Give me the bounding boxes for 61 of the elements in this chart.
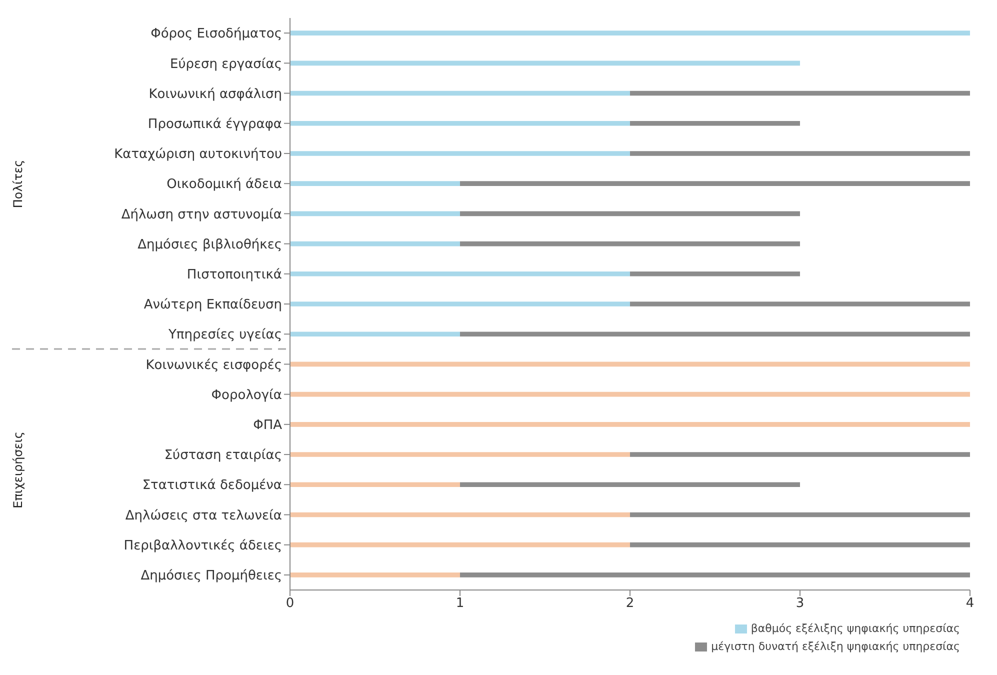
y-tick-label: Καταχώριση αυτοκινήτου xyxy=(114,147,282,162)
text: Πολίτες xyxy=(10,158,26,210)
y-tick-label: Δήλωση στην αστυνομία xyxy=(121,207,282,222)
bar xyxy=(290,181,460,186)
x-tick-label: 2 xyxy=(626,596,634,612)
bar xyxy=(460,241,800,246)
bar xyxy=(290,241,460,246)
y-tick-label: Δημόσιες βιβλιοθήκες xyxy=(138,237,282,252)
bar xyxy=(630,151,970,156)
bar xyxy=(460,211,800,216)
y-tick-label: Οικοδομική άδεια xyxy=(166,177,282,192)
bar xyxy=(290,120,630,126)
y-tick-label: Ανώτερη Εκπαίδευση xyxy=(144,298,282,313)
bar xyxy=(630,90,970,96)
bar xyxy=(290,572,460,578)
bar xyxy=(290,302,630,306)
bar xyxy=(630,512,970,518)
y-tick-label: Δημόσιες Προμήθειες xyxy=(140,568,282,584)
x-tick-label: 3 xyxy=(796,596,804,612)
bar xyxy=(290,332,460,337)
bar xyxy=(290,30,970,36)
legend-label: μέγιστη δυνατή εξέλιξη ψηφιακής υπηρεσίας xyxy=(711,640,960,653)
bar xyxy=(290,392,970,397)
y-tick-label: ΦΠΑ xyxy=(253,418,282,434)
bar xyxy=(630,302,970,306)
bar xyxy=(630,542,970,548)
y-tick-label: Φόρος Εισοδήματος xyxy=(150,26,282,42)
bar xyxy=(290,512,630,518)
y-tick-label: Δηλώσεις στα τελωνεία xyxy=(125,508,282,524)
x-tick-label: 4 xyxy=(966,596,974,612)
bar xyxy=(290,362,970,367)
text: Επιχειρήσεις xyxy=(10,430,26,510)
bar xyxy=(460,181,970,186)
y-tick-label: Κοινωνική ασφάλιση xyxy=(148,86,282,102)
y-tick-label: Υπηρεσίες υγείας xyxy=(167,328,282,343)
bar xyxy=(460,332,970,337)
y-tick-label: Σύσταση εταιρίας xyxy=(164,448,282,464)
bar xyxy=(460,482,800,488)
bar xyxy=(290,90,630,96)
bar xyxy=(290,452,630,457)
y-tick-label: Πιστοποιητικά xyxy=(186,268,282,283)
bar xyxy=(290,271,630,276)
bar xyxy=(290,151,630,156)
x-tick-label: 0 xyxy=(286,596,294,612)
y-tick-label: Περιβαλλοντικές άδειες xyxy=(124,538,282,554)
y-tick-label: Εύρεση εργασίας xyxy=(170,56,282,72)
bar xyxy=(630,271,800,276)
bar xyxy=(630,120,800,126)
bar xyxy=(290,482,460,488)
x-tick-label: 1 xyxy=(456,596,464,612)
bar xyxy=(460,572,970,578)
y-tick-label: Κοινωνικές εισφορές xyxy=(146,358,282,373)
y-tick-label: Προσωπικά έγγραφα xyxy=(148,116,282,132)
bar xyxy=(630,452,970,457)
bar xyxy=(290,542,630,548)
bar xyxy=(290,60,800,66)
y-tick-label: Στατιστικά δεδομένα xyxy=(142,478,282,494)
legend-label: βαθμός εξέλιξης ψηφιακής υπηρεσίας xyxy=(750,622,960,635)
bar xyxy=(290,422,970,427)
bar xyxy=(290,211,460,216)
y-tick-label: Φορολογία xyxy=(211,388,282,403)
